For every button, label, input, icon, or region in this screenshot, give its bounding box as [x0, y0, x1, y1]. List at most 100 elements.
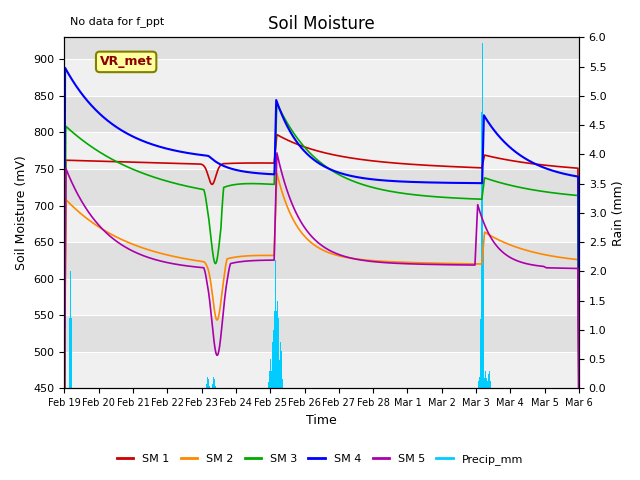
Bar	[490, 385, 491, 388]
Bar	[270, 359, 271, 388]
Bar	[482, 43, 483, 388]
Bar	[269, 377, 270, 388]
Bar	[69, 342, 70, 388]
Bar	[69, 318, 70, 388]
Bar	[483, 250, 484, 388]
Bar	[65, 205, 579, 242]
Bar	[488, 371, 490, 388]
Bar	[478, 381, 479, 388]
Bar	[206, 386, 207, 388]
Bar	[484, 378, 485, 388]
Bar	[485, 371, 486, 388]
Bar	[273, 353, 275, 388]
Bar	[488, 374, 489, 388]
Bar	[479, 377, 480, 388]
Bar	[275, 286, 276, 388]
Bar	[487, 385, 488, 388]
Bar	[207, 379, 208, 388]
X-axis label: Time: Time	[307, 414, 337, 427]
Bar	[274, 337, 275, 388]
Bar	[275, 260, 276, 388]
Bar	[70, 295, 71, 388]
Bar	[214, 384, 215, 388]
Bar	[483, 319, 484, 388]
Bar	[65, 278, 579, 315]
Bar	[276, 353, 277, 388]
Bar	[276, 336, 278, 388]
Bar	[279, 370, 280, 388]
Bar	[271, 365, 273, 388]
Bar	[484, 381, 485, 388]
Bar	[212, 386, 213, 388]
Bar	[278, 353, 280, 388]
Bar	[486, 378, 487, 388]
Bar	[209, 386, 210, 388]
Bar	[70, 271, 71, 388]
Bar	[479, 379, 480, 388]
Y-axis label: Soil Moisture (mV): Soil Moisture (mV)	[15, 156, 28, 270]
Bar	[485, 374, 486, 388]
Text: No data for f_ppt: No data for f_ppt	[70, 16, 164, 27]
Bar	[65, 59, 579, 96]
Bar	[488, 378, 489, 388]
Bar	[214, 381, 215, 388]
Bar	[274, 362, 275, 388]
Bar	[71, 318, 72, 388]
Bar	[65, 352, 579, 388]
Bar	[273, 330, 274, 388]
Bar	[490, 381, 491, 388]
Bar	[269, 371, 270, 388]
Bar	[271, 377, 272, 388]
Bar	[270, 365, 271, 388]
Bar	[484, 374, 486, 388]
Bar	[281, 360, 282, 388]
Bar	[212, 381, 214, 388]
Bar	[489, 378, 490, 388]
Bar	[481, 181, 482, 388]
Bar	[277, 318, 278, 388]
Bar	[272, 353, 273, 388]
Bar	[208, 379, 209, 388]
Bar	[281, 370, 282, 388]
Bar	[275, 286, 276, 388]
Bar	[480, 319, 481, 388]
Bar	[280, 351, 281, 388]
Bar	[482, 112, 483, 388]
Bar	[271, 377, 272, 388]
Bar	[280, 351, 282, 388]
Bar	[70, 295, 72, 388]
Bar	[278, 336, 279, 388]
Bar	[273, 342, 274, 388]
Bar	[207, 377, 209, 388]
Y-axis label: Rain (mm): Rain (mm)	[612, 180, 625, 246]
Bar	[276, 337, 277, 388]
Text: VR_met: VR_met	[100, 55, 152, 69]
Bar	[481, 112, 483, 388]
Bar	[272, 342, 273, 388]
Bar	[489, 374, 490, 388]
Legend: SM 1, SM 2, SM 3, SM 4, SM 5, Precip_mm: SM 1, SM 2, SM 3, SM 4, SM 5, Precip_mm	[112, 450, 528, 469]
Bar	[479, 381, 481, 388]
Bar	[206, 384, 207, 388]
Bar	[486, 385, 488, 388]
Bar	[279, 371, 280, 388]
Bar	[478, 384, 479, 388]
Bar	[213, 379, 214, 388]
Bar	[477, 386, 479, 388]
Bar	[277, 300, 278, 388]
Bar	[278, 318, 279, 388]
Bar	[269, 365, 271, 388]
Bar	[71, 342, 72, 388]
Bar	[268, 383, 269, 388]
Bar	[65, 132, 579, 169]
Title: Soil Moisture: Soil Moisture	[268, 15, 375, 33]
Bar	[214, 386, 216, 388]
Bar	[212, 384, 213, 388]
Bar	[213, 377, 214, 388]
Bar	[68, 365, 70, 388]
Bar	[280, 342, 281, 388]
Bar	[481, 250, 482, 388]
Bar	[480, 384, 481, 388]
Bar	[486, 381, 487, 388]
Bar	[208, 381, 209, 388]
